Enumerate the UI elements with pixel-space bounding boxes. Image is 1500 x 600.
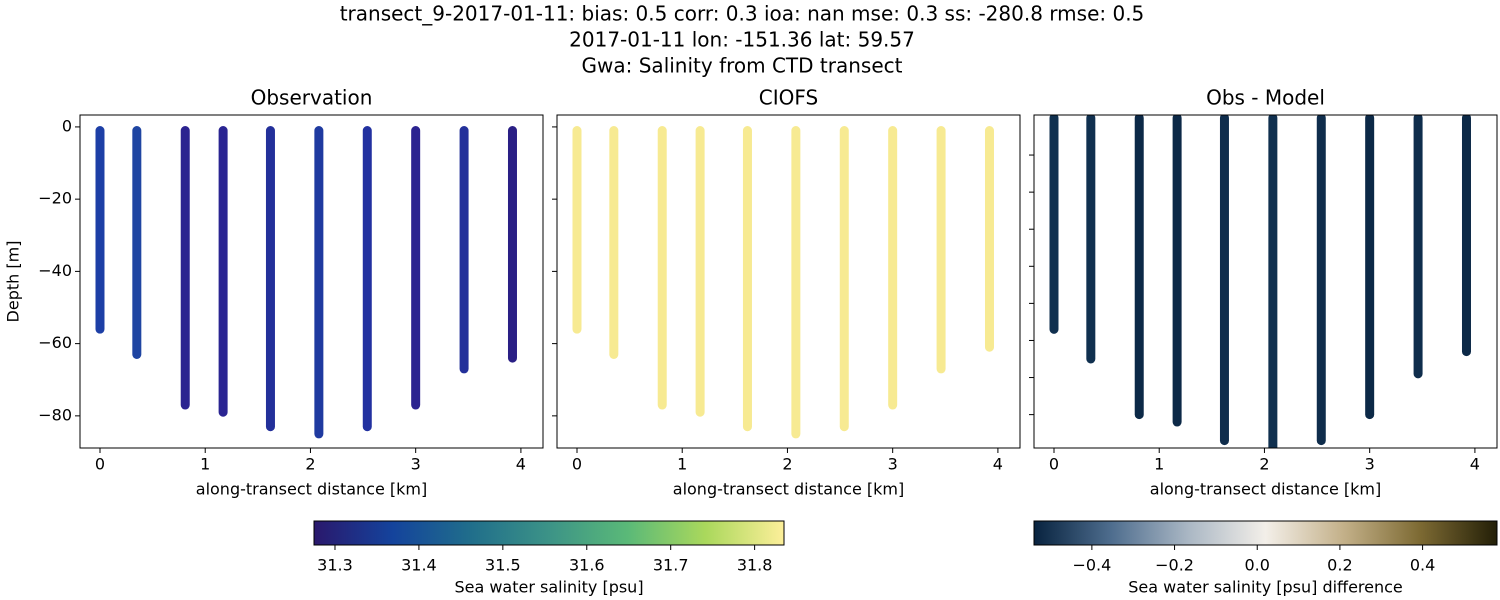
- profiles: [95, 126, 517, 439]
- y-tick-label: −60: [38, 333, 72, 352]
- colorbar-tick-label: 31.5: [485, 556, 521, 575]
- colorbar-tick-label: −0.4: [1072, 556, 1111, 575]
- x-tick-label: 0: [1049, 455, 1059, 474]
- colorbar: [313, 520, 785, 546]
- x-tick-label: 1: [1154, 455, 1164, 474]
- y-tick-label: 0: [62, 116, 72, 135]
- x-tick-label: 3: [411, 455, 421, 474]
- x-axis-label: along-transect distance [km]: [673, 480, 904, 499]
- colorbar-tick-label: 0.2: [1327, 556, 1352, 575]
- y-axis-label: Depth [m]: [4, 241, 23, 323]
- profiles: [572, 126, 994, 439]
- x-tick-label: 3: [1365, 455, 1375, 474]
- x-tick-label: 1: [200, 455, 210, 474]
- panel-title: Observation: [251, 86, 373, 110]
- axes-frame: [79, 114, 544, 449]
- x-axis-label: along-transect distance [km]: [1150, 480, 1381, 499]
- colorbar-tick-label: 31.6: [569, 556, 605, 575]
- x-tick-label: 0: [572, 455, 582, 474]
- x-tick-label: 2: [305, 455, 315, 474]
- colorbar: [1033, 520, 1498, 546]
- profiles: [1049, 115, 1471, 448]
- colorbar-label: Sea water salinity [psu] difference: [1128, 578, 1403, 597]
- colorbar-tick-label: 31.8: [737, 556, 773, 575]
- colorbar-label: Sea water salinity [psu]: [454, 578, 643, 597]
- panel-title: CIOFS: [759, 86, 818, 110]
- colorbar-tick-label: −0.2: [1155, 556, 1194, 575]
- x-tick-label: 4: [993, 455, 1003, 474]
- x-axis-label: along-transect distance [km]: [196, 480, 427, 499]
- x-tick-label: 0: [95, 455, 105, 474]
- x-tick-label: 2: [782, 455, 792, 474]
- x-tick-label: 1: [677, 455, 687, 474]
- colorbar-tick-label: 31.4: [401, 556, 437, 575]
- colorbar-tick-label: 31.7: [653, 556, 689, 575]
- x-tick-label: 3: [888, 455, 898, 474]
- figure-title: transect_9-2017-01-11: bias: 0.5 corr: 0…: [340, 2, 1145, 26]
- axes-frame: [1033, 114, 1498, 449]
- x-tick-label: 2: [1259, 455, 1269, 474]
- axes-frame: [556, 114, 1021, 449]
- figure-subtitle: 2017-01-11 lon: -151.36 lat: 59.57: [569, 28, 915, 52]
- y-tick-label: −40: [38, 261, 72, 280]
- colorbar-tick-label: 0.0: [1245, 556, 1270, 575]
- y-tick-label: −20: [38, 189, 72, 208]
- colorbar-tick-label: 31.3: [317, 556, 353, 575]
- figure-subtitle: Gwa: Salinity from CTD transect: [582, 54, 903, 78]
- x-tick-label: 4: [1470, 455, 1480, 474]
- y-tick-label: −80: [38, 405, 72, 424]
- colorbar-tick-label: 0.4: [1410, 556, 1435, 575]
- panel-title: Obs - Model: [1206, 86, 1325, 110]
- x-tick-label: 4: [516, 455, 526, 474]
